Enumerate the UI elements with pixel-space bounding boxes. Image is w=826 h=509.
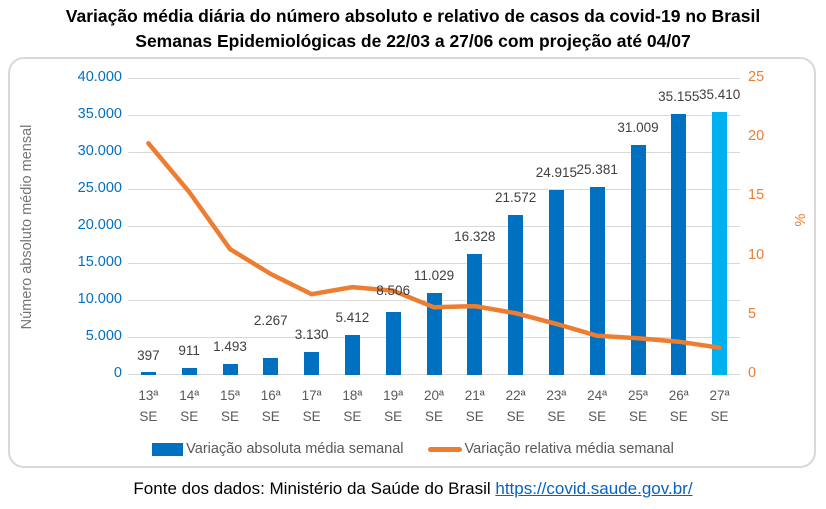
x-axis-label-22ª: 22ª SE <box>505 388 526 424</box>
left-axis-tick-label: 15.000 <box>77 254 122 270</box>
legend-item-relative: Variação relativa média semanal <box>427 441 674 457</box>
x-axis-label-27ª: 27ª SE <box>709 388 730 424</box>
legend-label-absolute: Variação absoluta média semanal <box>186 441 404 457</box>
left-axis-tick-label: 0 <box>113 365 122 381</box>
x-axis-label-17ª: 17ª SE <box>301 388 322 424</box>
left-axis-tick-label: 35.000 <box>77 106 122 122</box>
bar-value-label: 1.493 <box>213 338 247 354</box>
x-axis-label-23ª: 23ª SE <box>546 388 567 424</box>
bar-value-label: 25.381 <box>576 161 618 177</box>
bar-value-label: 3.130 <box>294 326 329 342</box>
bar-13ª-SE <box>140 372 156 375</box>
right-axis-tick-label: 15 <box>748 187 765 203</box>
bar-18ª-SE <box>344 334 360 375</box>
left-axis-tick-label: 5.000 <box>85 328 122 344</box>
bar-value-label: 2.267 <box>253 313 288 329</box>
gridline <box>128 152 740 153</box>
source-text: Fonte dos dados: Ministério da Saúde do … <box>133 479 491 498</box>
bar-23ª-SE <box>548 190 564 375</box>
x-axis-labels: 13ª SE 14ª SE 15ª SE 16ª SE 17ª SE 18ª SE 19ª SE 20ª SE… <box>128 385 740 427</box>
bar-value-label: 35.155 <box>658 88 700 104</box>
chart-frame <box>8 57 816 468</box>
chart-title-line-2: Semanas Epidemiológicas de 22/03 a 27/06… <box>135 31 691 51</box>
bar-value-label: 911 <box>178 343 200 359</box>
bar-21ª-SE <box>467 253 483 375</box>
bar-value-label: 16.328 <box>454 228 496 244</box>
right-axis-tick-label: 0 <box>748 365 757 381</box>
legend: Variação absoluta média semanal Variação… <box>0 441 826 457</box>
gridline <box>128 226 740 227</box>
bar-15ª-SE <box>222 363 238 375</box>
x-axis-label-14ª: 14ª SE <box>179 388 200 424</box>
right-axis-tick-label: 20 <box>748 128 765 144</box>
x-axis-label-26ª: 26ª SE <box>668 388 689 424</box>
bar-26ª-SE <box>671 113 687 375</box>
bar-17ª-SE <box>304 351 320 375</box>
bar-value-label: 11.029 <box>413 268 455 284</box>
gridline <box>128 263 740 264</box>
right-axis-tick-label: 25 <box>748 69 765 85</box>
chart-title: Variação média diária do número absoluto… <box>0 4 826 54</box>
bar-24ª-SE <box>589 186 605 375</box>
bar-value-label: 5.412 <box>335 309 370 325</box>
right-axis-ticks: 25 20 15 10 5 0 <box>748 69 792 381</box>
left-axis-ticks: 40.000 35.000 30.000 25.000 20.000 15.000 10.0… <box>30 69 122 381</box>
bar-value-label: 21.572 <box>494 189 537 205</box>
x-axis-label-13ª: 13ª SE <box>138 388 159 424</box>
relative-variation-line <box>146 141 722 350</box>
bar-value-label: 35.410 <box>698 87 741 103</box>
bar-25ª-SE <box>630 144 646 375</box>
source-link[interactable]: https://covid.saude.gov.br/ <box>495 479 693 498</box>
bar-value-label: 8.506 <box>376 282 411 298</box>
gridline <box>128 78 740 79</box>
source-footer: Fonte dos dados: Ministério da Saúde do … <box>0 479 826 499</box>
x-axis-label-15ª: 15ª SE <box>219 388 240 424</box>
left-axis-tick-label: 30.000 <box>77 143 122 159</box>
x-axis-label-16ª: 16ª SE <box>260 388 281 424</box>
x-axis-label-20ª: 20ª SE <box>423 388 444 424</box>
left-axis-tick-label: 40.000 <box>77 69 122 85</box>
bar-22ª-SE <box>508 214 524 375</box>
left-axis-tick-label: 20.000 <box>77 217 122 233</box>
bar-14ª-SE <box>181 368 197 375</box>
bar-16ª-SE <box>263 358 279 375</box>
gridline <box>128 115 740 116</box>
bar-20ª-SE <box>426 293 442 375</box>
legend-label-relative: Variação relativa média semanal <box>464 441 674 457</box>
x-axis-label-18ª: 18ª SE <box>342 388 363 424</box>
x-axis-label-21ª: 21ª SE <box>464 388 485 424</box>
x-axis-label-24ª: 24ª SE <box>587 388 608 424</box>
legend-item-absolute: Variação absoluta média semanal <box>152 441 404 457</box>
bar-19ª-SE <box>385 311 401 375</box>
line-series-swatch <box>427 446 462 452</box>
right-axis-tick-label: 10 <box>748 247 765 263</box>
gridline <box>128 189 740 190</box>
x-axis-label-25ª: 25ª SE <box>627 388 648 424</box>
bar-value-label: 24.915 <box>535 165 578 181</box>
bar-value-label: 31.009 <box>617 119 659 135</box>
bar-value-label: 397 <box>137 348 160 364</box>
chart-title-line-1: Variação média diária do número absoluto… <box>65 6 761 26</box>
bar-series-swatch <box>152 442 184 456</box>
right-axis-tick-label: 5 <box>748 306 757 322</box>
plot-area: 397 911 1.493 2.267 3.130 5.412 8.506 11.029 16.… <box>128 78 740 375</box>
left-axis-tick-label: 10.000 <box>77 291 122 307</box>
x-axis-label-19ª: 19ª SE <box>383 388 404 424</box>
left-axis-tick-label: 25.000 <box>77 180 122 196</box>
bar-27ª-SE <box>712 112 728 375</box>
